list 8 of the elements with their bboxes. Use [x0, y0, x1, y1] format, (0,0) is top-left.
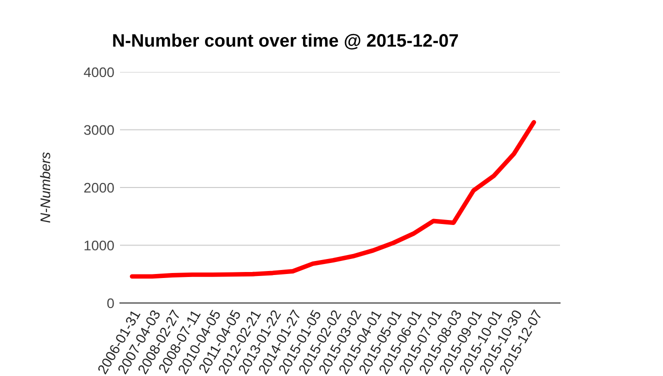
y-tick-label: 3000	[84, 125, 114, 135]
y-tick-label: 0	[107, 298, 114, 308]
y-axis-title: N-Numbers	[40, 152, 50, 223]
line-series	[130, 120, 536, 279]
y-tick-label: 1000	[84, 240, 114, 250]
y-tick-label: 4000	[84, 67, 114, 78]
y-tick-label: 2000	[84, 182, 114, 193]
chart-title: N-Number count over time @ 2015-12-07	[113, 34, 458, 50]
